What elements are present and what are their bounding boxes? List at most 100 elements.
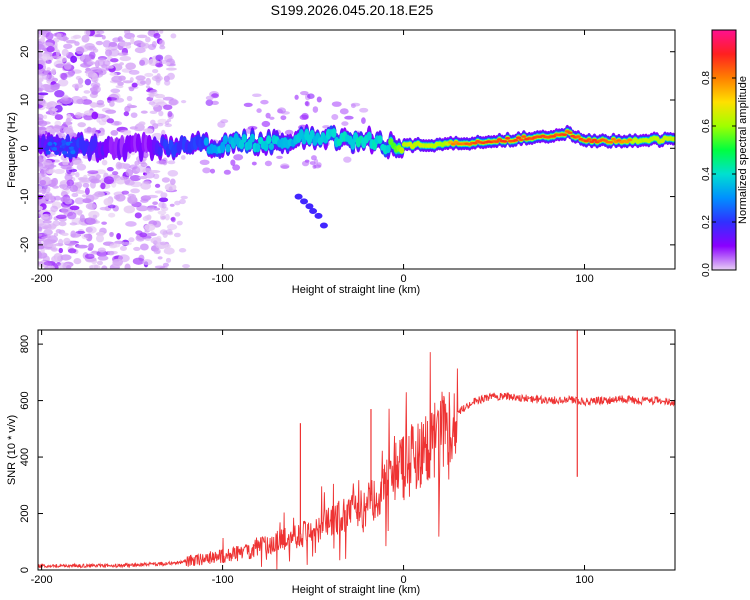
noise-blob [110, 88, 121, 94]
noise-blob [149, 92, 155, 99]
noise-blob [261, 120, 271, 128]
noise-blob [159, 39, 165, 47]
noise-blob [43, 229, 53, 236]
noise-blob [71, 192, 79, 198]
noise-blob [43, 260, 56, 266]
noise-blob [105, 109, 117, 114]
noise-blob [66, 179, 75, 187]
ridge-blob [505, 136, 511, 140]
noise-blob [53, 195, 62, 201]
ridge-blob [670, 136, 675, 142]
noise-blob [312, 106, 319, 113]
noise-blob [145, 77, 152, 86]
noise-blob [157, 118, 168, 125]
noise-blob [38, 205, 43, 211]
noise-blob [269, 116, 275, 120]
noise-blob [146, 194, 159, 199]
ridge-blob [54, 150, 60, 155]
noise-blob [152, 69, 159, 74]
noise-blob [158, 197, 169, 203]
noise-blob [50, 205, 59, 213]
noise-blob [79, 214, 85, 223]
noise-blob [160, 192, 168, 199]
colorbar: 0.0 0.2 0.4 0.6 0.8 Normalized spectral ampl… [701, 29, 749, 277]
noise-blob [154, 265, 166, 269]
noise-blob [140, 162, 148, 168]
noise-blob [156, 235, 162, 242]
noise-blob [119, 62, 124, 66]
noise-blob [133, 246, 141, 251]
noise-blob [51, 224, 58, 228]
snr-x-label: Height of straight line (km) [292, 584, 420, 596]
noise-blob [300, 90, 309, 96]
noise-blob [134, 47, 146, 54]
noise-blob [109, 243, 121, 248]
noise-blob [122, 80, 133, 84]
noise-blob [159, 59, 167, 64]
ridge-blob [65, 141, 71, 146]
ridge-blob [71, 153, 77, 158]
noise-blob [145, 85, 151, 89]
noise-blob [38, 63, 44, 70]
noise-blob [103, 176, 115, 185]
noise-blob [76, 244, 89, 249]
y-tick-label: -10 [19, 189, 31, 205]
y-tick-label: 0 [19, 567, 31, 573]
ridge-blob [44, 147, 50, 152]
noise-blob [77, 113, 86, 117]
noise-blob [123, 205, 136, 214]
noise-blob [63, 94, 69, 99]
y-tick-label: 0 [19, 145, 31, 151]
noise-blob [161, 202, 167, 209]
noise-blobs [38, 30, 369, 269]
noise-blob [60, 72, 68, 81]
noise-blob [158, 110, 164, 117]
noise-blob [84, 253, 95, 260]
noise-blob [211, 100, 219, 106]
y-tick-label: -20 [19, 237, 31, 253]
ridge-blob [589, 140, 595, 144]
noise-blob [182, 264, 190, 269]
noise-blob [38, 252, 48, 259]
noise-blob [70, 96, 83, 104]
noise-blob [51, 248, 58, 252]
noise-blob [96, 250, 108, 257]
noise-blob [63, 127, 71, 134]
noise-blob [84, 187, 90, 195]
noise-blob [107, 204, 116, 209]
noise-blob [164, 213, 170, 221]
noise-blob [96, 260, 104, 266]
noise-blob [202, 167, 211, 174]
noise-blob [159, 229, 168, 235]
noise-blob [112, 258, 124, 266]
noise-blob [142, 151, 149, 159]
noise-blob [350, 102, 361, 107]
noise-blob [44, 192, 53, 199]
noise-blob [60, 254, 72, 261]
noise-blob [130, 181, 142, 188]
signal-ridge [38, 124, 675, 163]
noise-blob [72, 159, 83, 166]
noise-blob [48, 167, 56, 174]
noise-blob [87, 170, 99, 175]
noise-blob [58, 238, 64, 247]
noise-blob [66, 265, 72, 269]
noise-blob [155, 54, 164, 62]
noise-blob [110, 58, 119, 63]
noise-blob [77, 210, 83, 216]
noise-blob [150, 119, 156, 125]
noise-blob [130, 36, 135, 45]
noise-blob [153, 250, 161, 255]
noise-blob [167, 169, 179, 177]
noise-blob [45, 74, 55, 82]
noise-blob [38, 185, 43, 191]
noise-blob [76, 163, 87, 171]
ridge-blob [47, 141, 53, 146]
y-tick-label: 600 [19, 391, 31, 409]
colorbar-tick-label: 0.2 [701, 215, 712, 229]
noise-blob [130, 112, 138, 118]
noise-blob [70, 35, 78, 40]
noise-blob [251, 93, 262, 98]
noise-blob [179, 198, 186, 205]
noise-blob [126, 95, 133, 102]
